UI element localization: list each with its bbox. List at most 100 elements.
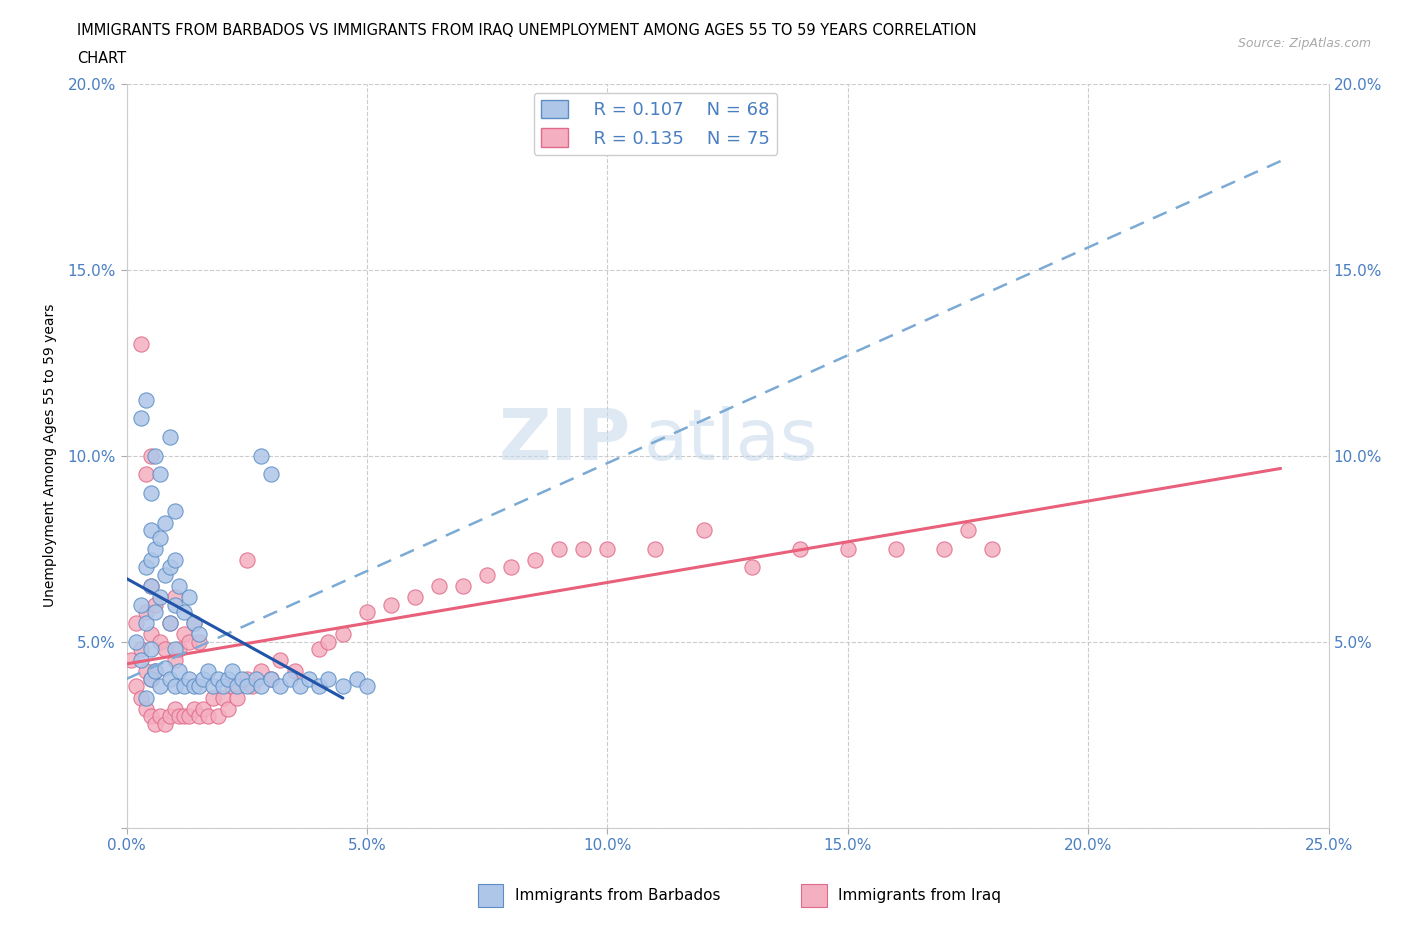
- Point: [149, 590, 172, 604]
- Point: [217, 701, 239, 716]
- Point: [125, 634, 148, 649]
- Text: ZIP: ZIP: [499, 406, 631, 475]
- Point: [318, 671, 340, 686]
- Point: [129, 597, 152, 612]
- Point: [169, 664, 191, 679]
- Point: [226, 690, 249, 705]
- Point: [129, 337, 152, 352]
- Point: [135, 690, 157, 705]
- Point: [120, 653, 142, 668]
- Point: [159, 430, 181, 445]
- Point: [177, 671, 200, 686]
- Point: [572, 541, 595, 556]
- Point: [129, 653, 152, 668]
- Text: Source: ZipAtlas.com: Source: ZipAtlas.com: [1237, 37, 1371, 50]
- Point: [153, 515, 176, 530]
- Point: [187, 634, 209, 649]
- Point: [197, 709, 219, 724]
- Point: [163, 590, 186, 604]
- Point: [211, 690, 233, 705]
- Point: [235, 671, 259, 686]
- Point: [187, 627, 209, 642]
- Point: [145, 604, 167, 619]
- Point: [356, 679, 378, 694]
- Point: [260, 671, 283, 686]
- Point: [221, 664, 243, 679]
- Point: [956, 523, 979, 538]
- Point: [183, 616, 205, 631]
- Point: [139, 578, 162, 593]
- Point: [226, 679, 249, 694]
- Point: [135, 392, 157, 407]
- Point: [129, 690, 152, 705]
- Point: [644, 541, 666, 556]
- Point: [193, 701, 215, 716]
- Point: [173, 709, 195, 724]
- Point: [278, 671, 301, 686]
- Point: [427, 578, 450, 593]
- Point: [169, 578, 191, 593]
- Point: [187, 709, 209, 724]
- Point: [332, 679, 354, 694]
- Point: [250, 448, 273, 463]
- Point: [159, 560, 181, 575]
- Point: [139, 709, 162, 724]
- Point: [298, 671, 321, 686]
- Text: CHART: CHART: [77, 51, 127, 66]
- Point: [135, 616, 157, 631]
- Point: [163, 679, 186, 694]
- Point: [169, 709, 191, 724]
- Point: [548, 541, 571, 556]
- Point: [145, 541, 167, 556]
- Point: [269, 653, 291, 668]
- Point: [187, 679, 209, 694]
- Point: [173, 604, 195, 619]
- Point: [197, 664, 219, 679]
- Point: [145, 664, 167, 679]
- Point: [207, 709, 229, 724]
- Point: [183, 701, 205, 716]
- Point: [149, 709, 172, 724]
- Point: [183, 679, 205, 694]
- Point: [202, 679, 225, 694]
- Point: [139, 448, 162, 463]
- Point: [145, 716, 167, 731]
- Text: Immigrants from Barbados: Immigrants from Barbados: [515, 887, 720, 903]
- Point: [183, 616, 205, 631]
- Y-axis label: Unemployment Among Ages 55 to 59 years: Unemployment Among Ages 55 to 59 years: [42, 304, 56, 607]
- Point: [250, 679, 273, 694]
- Point: [163, 653, 186, 668]
- Point: [159, 616, 181, 631]
- Point: [135, 701, 157, 716]
- Point: [129, 411, 152, 426]
- Point: [145, 448, 167, 463]
- Point: [163, 701, 186, 716]
- Point: [135, 604, 157, 619]
- Point: [149, 530, 172, 545]
- Point: [221, 679, 243, 694]
- Point: [981, 541, 1004, 556]
- Point: [125, 616, 148, 631]
- Point: [159, 671, 181, 686]
- Point: [139, 523, 162, 538]
- Point: [139, 485, 162, 500]
- Point: [139, 671, 162, 686]
- Point: [217, 671, 239, 686]
- Point: [149, 679, 172, 694]
- Point: [139, 642, 162, 657]
- Point: [318, 634, 340, 649]
- Point: [235, 552, 259, 567]
- Point: [159, 709, 181, 724]
- Point: [356, 604, 378, 619]
- Point: [884, 541, 907, 556]
- Point: [159, 616, 181, 631]
- Point: [139, 627, 162, 642]
- Point: [139, 552, 162, 567]
- Point: [193, 671, 215, 686]
- Point: [308, 679, 330, 694]
- Point: [177, 634, 200, 649]
- Point: [177, 709, 200, 724]
- Point: [173, 679, 195, 694]
- Point: [163, 504, 186, 519]
- Point: [129, 642, 152, 657]
